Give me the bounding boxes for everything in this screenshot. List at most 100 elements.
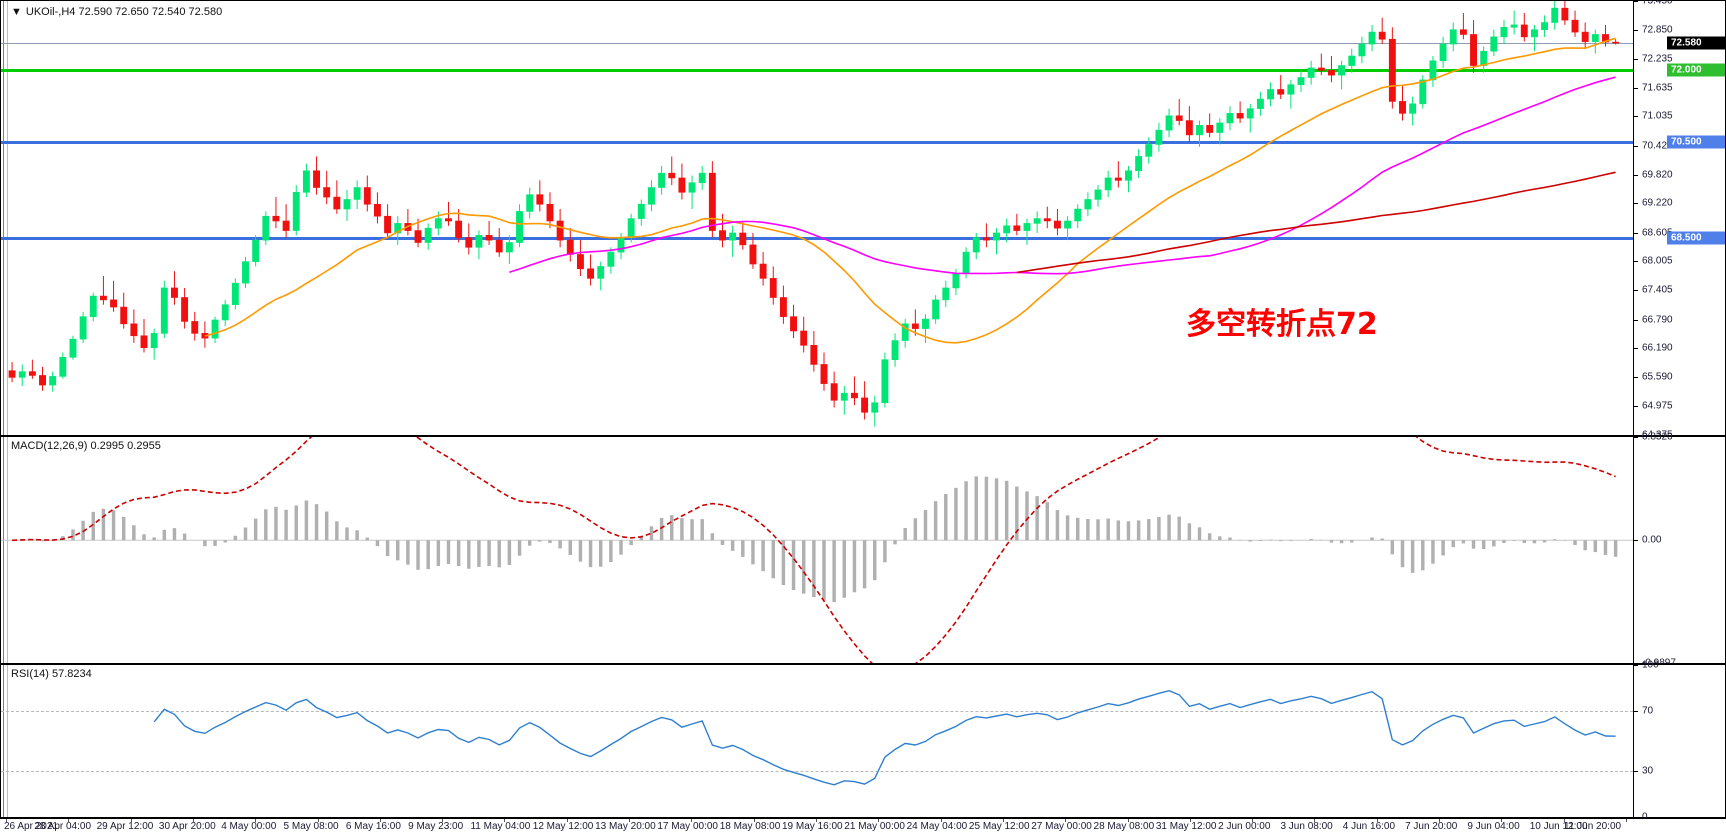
time-axis-label: 2 Jun 00:00 (1218, 821, 1271, 832)
time-axis-label: 24 May 04:00 (906, 821, 968, 832)
last-price-tag[interactable]: 72.580 (1667, 36, 1725, 50)
rsi-level-line (1, 710, 1633, 712)
price-axis-tick (1634, 174, 1638, 176)
time-axis-tick (1002, 819, 1004, 822)
price-axis-tick (1634, 376, 1638, 378)
time-axis-label: 19 May 16:00 (782, 821, 843, 832)
time-axis-label: 30 Apr 20:00 (158, 821, 216, 832)
time-axis-label: 28 Apr 04:00 (34, 821, 92, 832)
price-axis-tick (1634, 290, 1638, 292)
time-axis-label: 9 Jun 04:00 (1467, 821, 1520, 832)
time-axis-tick (1189, 819, 1191, 822)
rsi-plot-area[interactable] (1, 665, 1633, 817)
price-axis[interactable]: 73.450 72.850 72.235 71.635 71.035 70.425 69.8… (1633, 0, 1725, 441)
macd-axis[interactable]: 0.8326 0.00 -0.9897 (1633, 432, 1725, 669)
macd-panel[interactable]: MACD(12,26,9) 0.2995 0.2955 0.8326 0.00 -0… (0, 432, 1726, 669)
price-axis-tick (1634, 29, 1638, 31)
level-685-tag[interactable]: 68.500 (1667, 231, 1725, 245)
time-axis-label: 26 Apr 2021 (4, 821, 58, 832)
price-axis-label: 64.375 (1642, 429, 1673, 441)
price-axis-label: 64.975 (1642, 400, 1673, 412)
support-line-72[interactable] (1, 69, 1633, 73)
time-axis-tick (1563, 819, 1565, 822)
time-axis-label: 29 Apr 12:00 (96, 821, 154, 832)
time-axis[interactable]: 26 Apr 2021 28 Apr 04:00 29 Apr 12:00 30 Ap… (0, 818, 1726, 840)
price-axis-tick (1634, 145, 1638, 147)
time-axis-label: 11 Jun 20:00 (1564, 821, 1622, 832)
price-axis-tick (1634, 116, 1638, 118)
time-axis-tick (68, 819, 70, 822)
price-axis-label: 68.605 (1642, 227, 1673, 239)
rsi-panel[interactable]: RSI(14) 57.8234 100 70 30 0 (0, 660, 1726, 823)
macd-axis-label: 0.00 (1642, 534, 1662, 546)
time-axis-label: 6 May 16:00 (345, 821, 401, 832)
time-axis-tick (442, 819, 444, 822)
level-line-70500[interactable] (1, 141, 1633, 145)
rsi-axis-tick (1634, 817, 1638, 818)
price-axis-tick (1634, 261, 1638, 263)
rsi-axis-label: 70 (1642, 705, 1654, 717)
rsi-axis-tick (1634, 665, 1638, 666)
price-axis-label: 69.220 (1642, 197, 1673, 209)
chart-annotation[interactable]: 多空转折点72 (1186, 307, 1378, 342)
rsi-axis-tick (1634, 710, 1638, 712)
price-chart-panel[interactable]: ▼ UKOil-,H4 72.590 72.650 72.540 72.580 7… (0, 0, 1726, 441)
time-axis-label: 12 May 12:00 (532, 821, 594, 832)
time-axis-label: 18 May 08:00 (719, 821, 781, 832)
time-axis-tick (691, 819, 693, 822)
time-axis-label: 25 May 12:00 (968, 821, 1030, 832)
macd-label: MACD(12,26,9) 0.2995 0.2955 (11, 440, 161, 452)
time-axis-label: 4 May 00:00 (221, 821, 277, 832)
current-price-line[interactable] (1, 42, 1633, 44)
time-axis-tick (1626, 819, 1627, 822)
time-axis-label: 28 May 08:00 (1093, 821, 1155, 832)
time-axis-tick (816, 819, 817, 822)
time-axis-tick (566, 819, 568, 822)
price-axis-tick (1634, 87, 1638, 89)
time-axis-label: 4 Jun 16:00 (1342, 821, 1396, 832)
price-axis-label: 69.820 (1642, 169, 1673, 181)
macd-axis-label: 0.8326 (1642, 431, 1673, 443)
level-705-tag[interactable]: 70.500 (1667, 135, 1725, 149)
price-axis-label: 71.635 (1642, 82, 1673, 94)
time-axis-tick (940, 819, 942, 822)
time-axis-tick (1501, 819, 1503, 822)
price-axis-label: 66.190 (1642, 342, 1673, 354)
price-axis-tick (1634, 435, 1638, 436)
macd-plot-area[interactable] (1, 437, 1633, 663)
time-axis-tick (379, 819, 381, 822)
price-axis-label: 72.850 (1642, 24, 1673, 36)
price-axis-tick (1634, 203, 1638, 205)
time-axis-tick (753, 819, 755, 822)
time-axis-tick (192, 819, 194, 822)
rsi-axis-label: 100 (1642, 659, 1659, 671)
rsi-axis-label: 0 (1642, 811, 1648, 823)
level-72-tag[interactable]: 72.000 (1667, 63, 1725, 77)
rsi-axis[interactable]: 100 70 30 0 (1633, 660, 1725, 823)
level-line-68500[interactable] (1, 236, 1633, 240)
price-axis-label: 66.790 (1642, 314, 1673, 325)
price-axis-label: 67.405 (1642, 284, 1673, 296)
price-axis-tick (1634, 348, 1638, 350)
macd-axis-tick (1634, 540, 1638, 542)
collapse-triangle-icon[interactable]: ▼ (11, 6, 22, 18)
time-axis-label: 13 May 20:00 (595, 821, 656, 832)
time-axis-label: 17 May 00:00 (657, 821, 718, 832)
price-axis-label: 71.035 (1642, 110, 1673, 122)
macd-axis-tick (1634, 437, 1638, 438)
time-axis-label: 31 May 12:00 (1155, 821, 1217, 832)
rsi-axis-tick (1634, 771, 1638, 773)
time-axis-tick (1376, 819, 1378, 822)
macd-axis-label: -0.9897 (1642, 657, 1676, 669)
price-axis-label: 73.450 (1642, 0, 1673, 7)
rsi-level-line (1, 771, 1633, 773)
time-axis-tick (255, 819, 257, 822)
panel-left-gutter (3, 437, 8, 663)
time-axis-label: 10 Jun 12:00 (1529, 821, 1588, 832)
time-axis-tick (6, 819, 7, 822)
price-plot-area[interactable] (1, 1, 1633, 435)
time-axis-tick (1252, 819, 1254, 822)
price-axis-label: 72.235 (1642, 53, 1673, 65)
chart-header: ▼ UKOil-,H4 72.590 72.650 72.540 72.580 (11, 6, 222, 18)
